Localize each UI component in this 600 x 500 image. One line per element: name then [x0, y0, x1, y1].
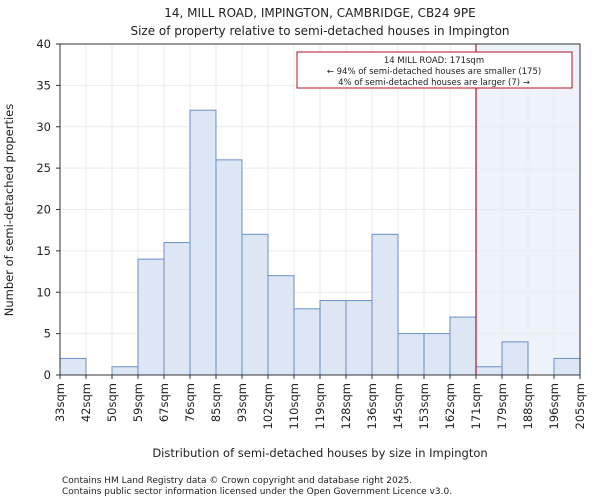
bar: [215, 159, 243, 376]
x-tick-label: 171sqm: [469, 383, 483, 429]
bar: [111, 366, 139, 376]
bar: [59, 357, 87, 376]
x-tick-label: 145sqm: [391, 383, 405, 429]
x-tick-label: 59sqm: [131, 383, 145, 422]
bar: [267, 275, 295, 376]
x-tick-label: 162sqm: [443, 383, 457, 429]
bars: [59, 109, 581, 376]
y-tick-label: 30: [36, 120, 51, 134]
y-tick-label: 35: [36, 78, 51, 92]
x-tick-label: 136sqm: [365, 383, 379, 429]
y-tick-label: 15: [36, 244, 51, 258]
y-tick-label: 0: [44, 368, 51, 382]
chart-subtitle: Size of property relative to semi-detach…: [130, 24, 509, 38]
x-tick-label: 153sqm: [417, 383, 431, 429]
x-axis-ticks: 33sqm 42sqm 50sqm 59sqm 67sqm 76sqm 85sqm 93sqm…: [53, 375, 587, 429]
footer-line-1: Contains HM Land Registry data © Crown c…: [62, 476, 412, 486]
y-tick-label: 40: [36, 37, 51, 51]
bar: [501, 341, 529, 376]
x-tick-label: 93sqm: [235, 383, 249, 422]
bar: [163, 242, 191, 376]
x-tick-label: 110sqm: [287, 383, 301, 429]
x-tick-label: 102sqm: [261, 383, 275, 429]
bar: [475, 366, 503, 376]
bar: [553, 357, 581, 376]
annotation-line-1: 14 MILL ROAD: 171sqm: [384, 56, 484, 66]
bar: [449, 316, 477, 376]
x-tick-label: 119sqm: [313, 383, 327, 429]
x-tick-label: 196sqm: [547, 383, 561, 429]
annotation-border: [296, 51, 573, 89]
y-tick-label: 10: [36, 285, 51, 299]
bar: [345, 300, 373, 376]
bar: [371, 233, 399, 376]
y-tick-label: 5: [44, 327, 51, 341]
bar: [293, 308, 321, 376]
x-tick-label: 50sqm: [105, 383, 119, 422]
y-tick-label: 25: [36, 161, 51, 175]
x-tick-label: 128sqm: [339, 383, 353, 429]
x-tick-label: 179sqm: [495, 383, 509, 429]
bar: [189, 109, 217, 376]
x-tick-label: 76sqm: [183, 383, 197, 422]
annotation-line-3: 4% of semi-detached houses are larger (7…: [338, 78, 530, 88]
x-tick-label: 42sqm: [79, 383, 93, 422]
bar: [397, 333, 425, 376]
bar: [319, 300, 347, 376]
bar: [241, 233, 269, 376]
bar: [137, 258, 165, 376]
annotation-line-2: ← 94% of semi-detached houses are smalle…: [327, 67, 541, 77]
chart-title: 14, MILL ROAD, IMPINGTON, CAMBRIDGE, CB2…: [164, 6, 475, 20]
y-axis-ticks: 0 5 10 15 20 25 30 35 40: [36, 37, 60, 382]
x-tick-label: 188sqm: [521, 383, 535, 429]
x-tick-label: 67sqm: [157, 383, 171, 422]
x-tick-label: 205sqm: [573, 383, 587, 429]
x-tick-label: 85sqm: [209, 383, 223, 422]
x-tick-label: 33sqm: [53, 383, 67, 422]
y-axis-label: Number of semi-detached properties: [2, 104, 16, 316]
bar: [423, 333, 451, 376]
y-tick-label: 20: [36, 203, 51, 217]
annotation-box: 14 MILL ROAD: 171sqm ← 94% of semi-detac…: [296, 51, 573, 89]
footer-line-2: Contains public sector information licen…: [62, 487, 452, 497]
x-axis-label: Distribution of semi-detached houses by …: [152, 446, 487, 460]
